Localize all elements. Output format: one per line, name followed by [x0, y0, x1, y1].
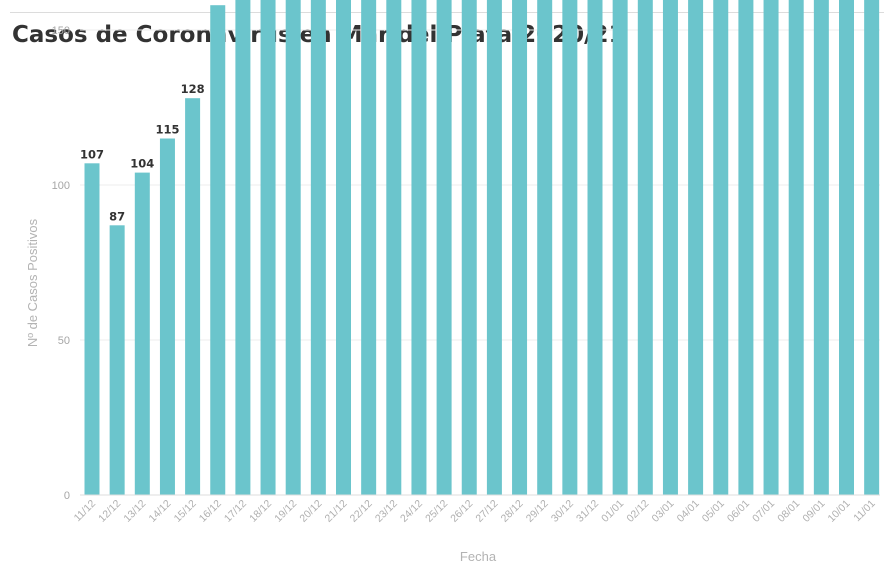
- y-tick-label: 50: [58, 335, 70, 347]
- x-tick-label: 31/12: [574, 498, 601, 525]
- data-label: 87: [109, 209, 125, 223]
- x-tick-label: 11/01: [851, 498, 878, 525]
- x-tick-label: 24/12: [398, 498, 425, 525]
- x-tick-label: 13/12: [121, 498, 148, 525]
- x-tick-label: 26/12: [448, 498, 475, 525]
- bar: [411, 0, 427, 495]
- x-tick-label: 25/12: [423, 498, 450, 525]
- data-label: 104: [130, 157, 154, 171]
- x-tick-label: 20/12: [297, 498, 324, 525]
- y-tick-label: 150: [52, 25, 70, 37]
- bar: [537, 0, 553, 496]
- bar: [587, 0, 603, 495]
- bar: [109, 225, 125, 496]
- data-label: 128: [181, 82, 205, 96]
- x-tick-label: 14/12: [147, 498, 174, 525]
- bar: [185, 98, 201, 495]
- bar: [336, 0, 351, 496]
- bar: [235, 0, 251, 496]
- y-tick-label: 100: [52, 180, 70, 192]
- x-tick-label: 01/01: [599, 498, 626, 525]
- y-axis-ticks: 050100150200250300: [52, 25, 70, 502]
- x-tick-label: 11/12: [72, 498, 99, 525]
- x-tick-label: 03/01: [650, 498, 677, 525]
- data-label: 107: [80, 147, 104, 161]
- x-tick-label: 29/12: [524, 498, 551, 525]
- x-tick-label: 21/12: [323, 498, 350, 525]
- x-tick-label: 22/12: [348, 498, 375, 525]
- x-tick-label: 02/12: [624, 498, 651, 525]
- x-tick-label: 09/01: [800, 498, 827, 525]
- bar: [361, 0, 377, 495]
- x-tick-label: 17/12: [222, 498, 249, 525]
- x-tick-label: 30/12: [549, 498, 576, 525]
- x-tick-label: 06/01: [725, 498, 752, 525]
- bar: [713, 0, 729, 495]
- bar: [84, 163, 100, 496]
- x-tick-label: 27/12: [473, 498, 500, 525]
- bar: [864, 0, 880, 496]
- bar: [637, 0, 653, 495]
- bar: [210, 5, 226, 495]
- bar: [159, 138, 175, 495]
- bar: [839, 0, 854, 495]
- bar: [310, 0, 326, 495]
- bar: [738, 0, 754, 496]
- y-axis-label: Nº de Casos Positivos: [25, 218, 40, 347]
- bars: [84, 0, 880, 496]
- bar: [134, 172, 150, 495]
- bar: [763, 0, 779, 495]
- bar: [688, 0, 704, 495]
- bar: [260, 0, 276, 495]
- bar: [461, 0, 477, 495]
- x-tick-label: 08/01: [775, 498, 802, 525]
- bar: [386, 0, 402, 496]
- bar: [788, 0, 804, 496]
- x-tick-label: 10/01: [826, 498, 853, 525]
- x-tick-label: 04/01: [675, 498, 702, 525]
- x-tick-label: 18/12: [247, 498, 274, 525]
- bar: [436, 0, 452, 495]
- x-tick-label: 19/12: [272, 498, 299, 525]
- x-axis-label: Fecha: [460, 549, 497, 564]
- bar: [285, 0, 301, 495]
- bar: [662, 0, 678, 495]
- x-tick-label: 15/12: [172, 498, 199, 525]
- data-labels: 1078710411512815816216817019116721018721…: [80, 0, 230, 223]
- data-label: 158: [206, 0, 230, 3]
- bar: [486, 0, 502, 495]
- bar: [512, 0, 528, 495]
- x-tick-label: 07/01: [750, 498, 777, 525]
- x-tick-label: 28/12: [499, 498, 526, 525]
- bar: [813, 0, 829, 496]
- x-axis-ticks: 11/1212/1213/1214/1215/1216/1217/1218/12…: [72, 498, 878, 525]
- x-tick-label: 05/01: [700, 498, 727, 525]
- data-label: 115: [155, 123, 179, 137]
- bar: [562, 0, 578, 496]
- x-tick-label: 12/12: [96, 498, 123, 525]
- y-tick-label: 0: [64, 490, 70, 502]
- x-tick-label: 16/12: [197, 498, 224, 525]
- bar: [612, 0, 628, 496]
- x-tick-label: 23/12: [373, 498, 400, 525]
